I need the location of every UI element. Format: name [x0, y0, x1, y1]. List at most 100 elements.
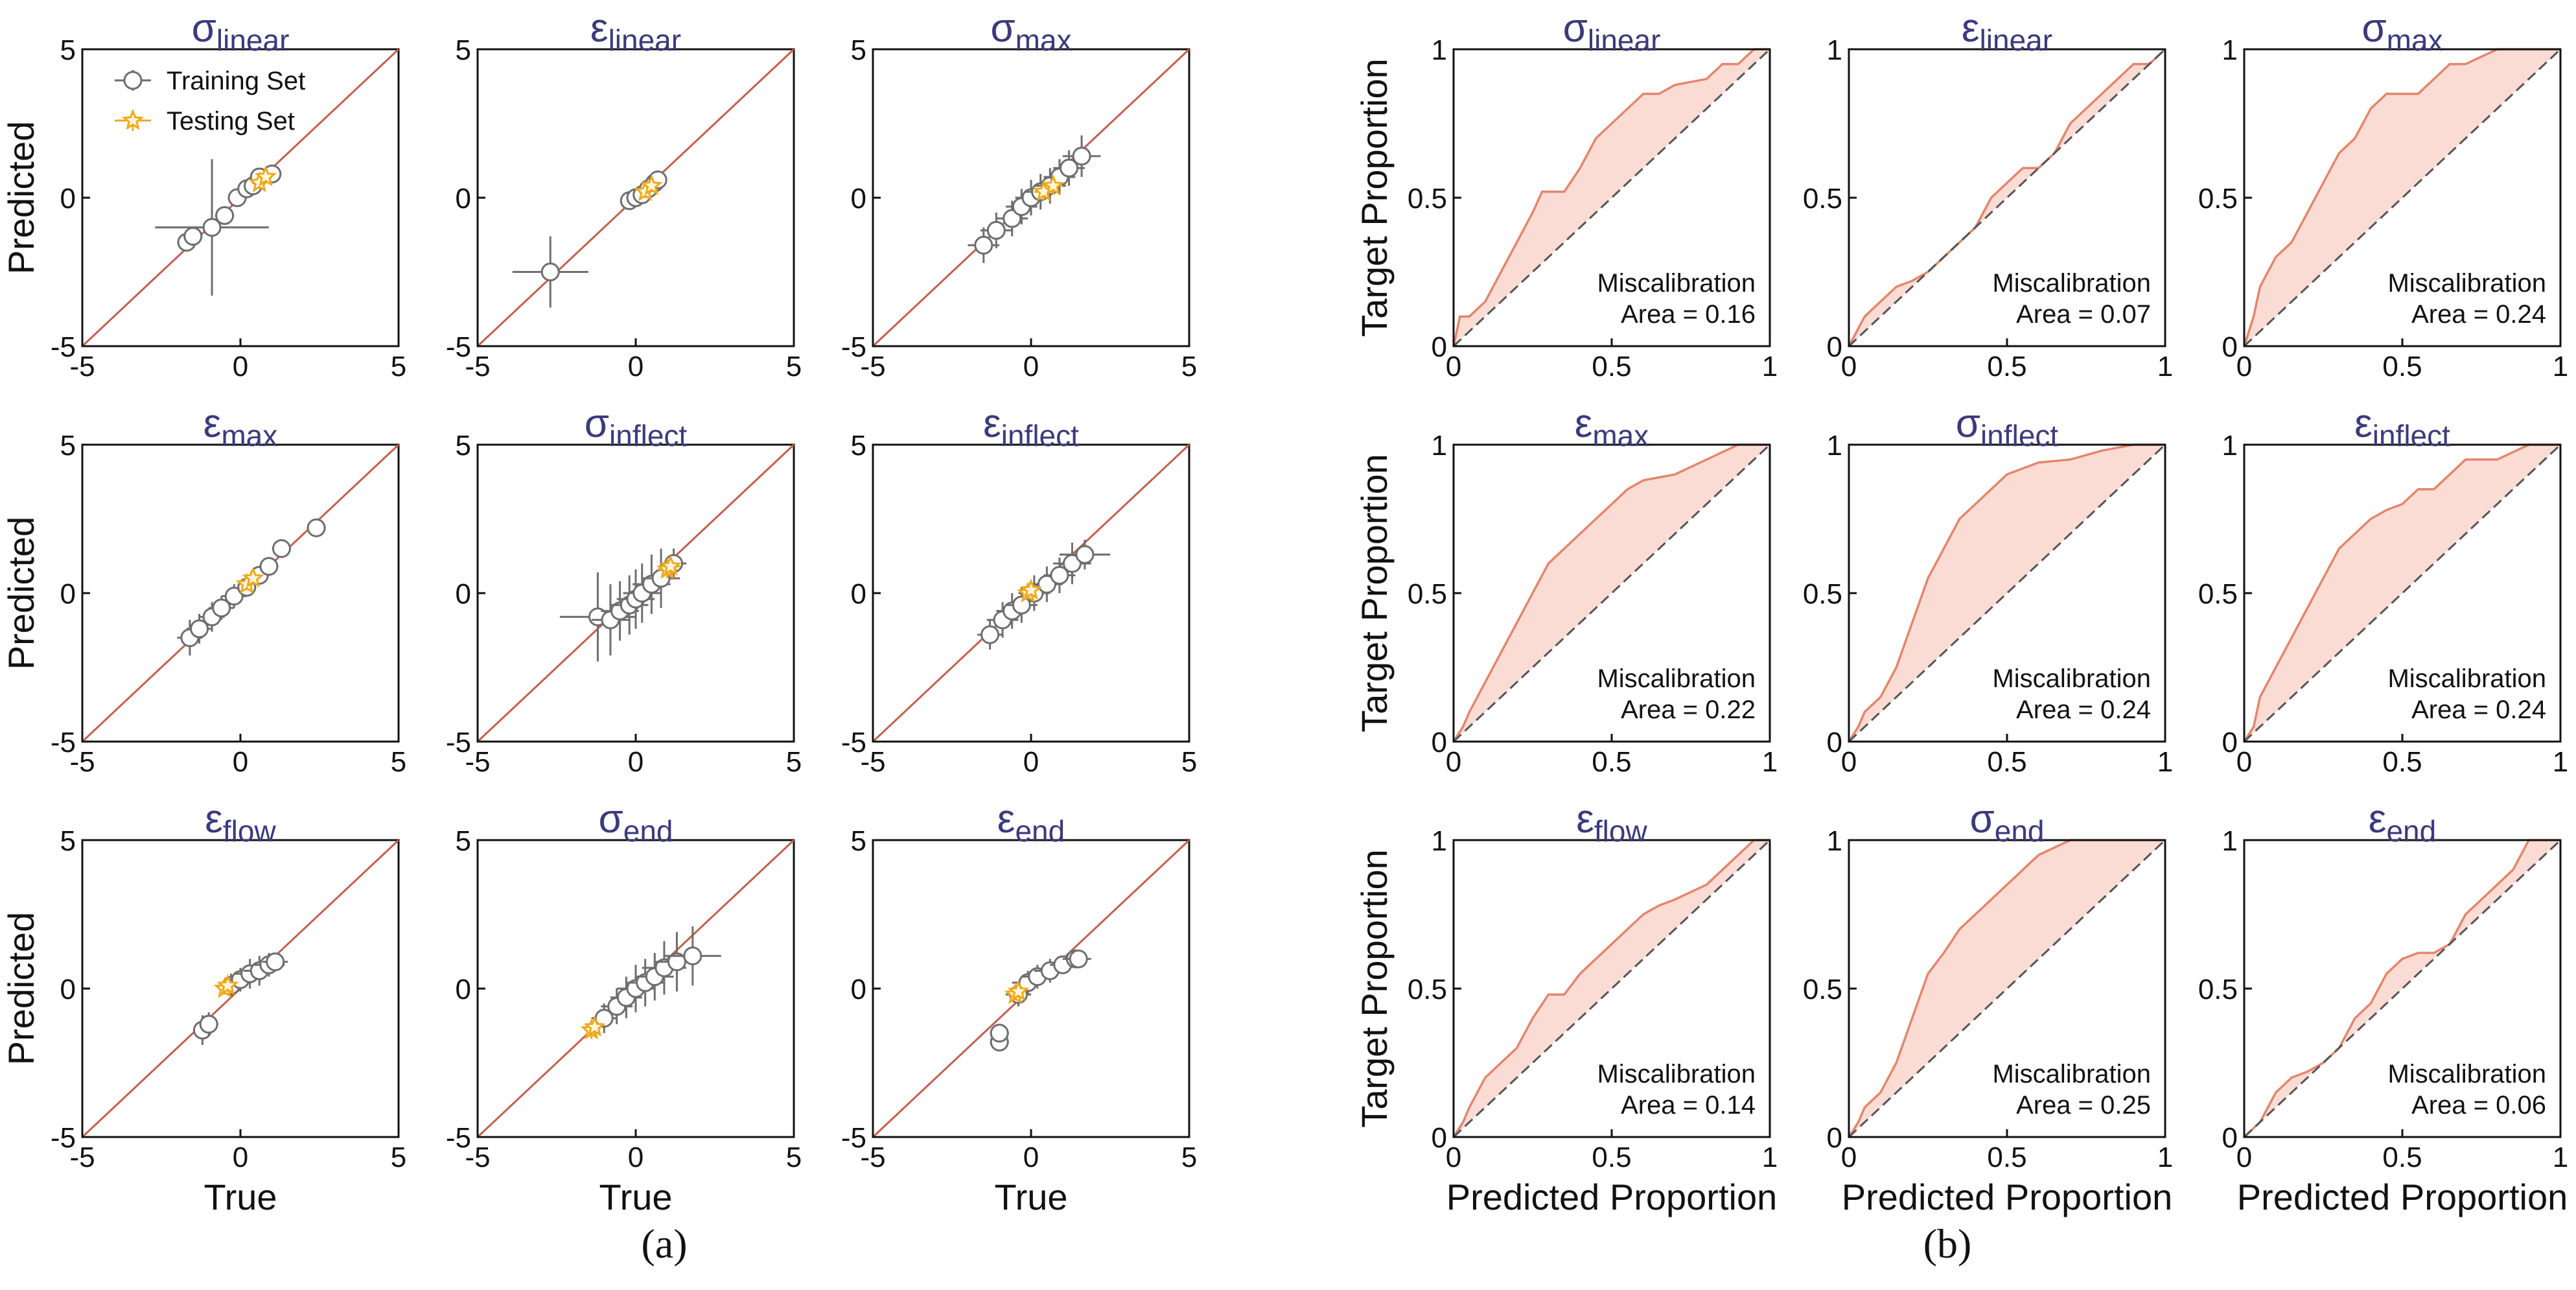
- y-tick-label: 0: [1432, 1122, 1447, 1154]
- x-tick-label: 1: [1762, 1142, 1778, 1173]
- x-tick-label: 0: [1023, 1142, 1039, 1173]
- miscalibration-label: Miscalibration: [1992, 1060, 2151, 1088]
- y-tick-label: 0: [456, 974, 471, 1005]
- x-tick-label: 0: [2236, 1142, 2252, 1173]
- y-tick-label: 5: [456, 34, 471, 66]
- x-tick-label: 0: [628, 351, 644, 382]
- subplot-title: σinflect: [1956, 401, 2059, 452]
- legend-test-marker: [121, 109, 145, 130]
- y-tick-label: 0: [1827, 1122, 1842, 1154]
- miscalibration-area: [1849, 840, 2165, 1137]
- x-tick-label: -5: [860, 746, 885, 778]
- y-tick-label: 1: [1827, 34, 1842, 66]
- x-tick-label: 0.5: [2382, 351, 2422, 382]
- x-tick-label: 5: [391, 351, 406, 382]
- x-tick-label: 0.5: [1592, 351, 1631, 382]
- x-tick-label: 1: [1762, 746, 1778, 778]
- calibration-curve: [1452, 443, 1770, 742]
- y-tick-label: 5: [456, 430, 471, 462]
- testing-marker: [255, 165, 277, 187]
- x-tick-label: 0: [1446, 746, 1461, 778]
- y-tick-label: -5: [841, 331, 866, 363]
- x-tick-label: 0: [1841, 351, 1857, 382]
- training-point: [272, 539, 292, 558]
- training-point: [183, 227, 203, 246]
- y-tick-label: 0: [1827, 331, 1842, 363]
- x-tick-label: 0.5: [2382, 1142, 2422, 1173]
- ideal-diagonal: [1848, 839, 2166, 1138]
- ideal-diagonal: [1452, 48, 1771, 347]
- y-tick-label: 0.5: [2198, 974, 2238, 1005]
- training-point: [1062, 135, 1101, 177]
- panel-label-a: (a): [641, 1221, 687, 1267]
- x-tick-label: 0.5: [1987, 351, 2026, 382]
- y-tick-label: 0.5: [1408, 183, 1447, 215]
- y-tick-label: -5: [841, 1122, 866, 1154]
- y-tick-label: 1: [2222, 430, 2238, 462]
- testing-marker: [1020, 578, 1042, 600]
- x-tick-label: 5: [786, 746, 802, 778]
- subplot-title: σmax: [990, 6, 1071, 57]
- miscalibration-label: Miscalibration: [2387, 664, 2546, 693]
- calibration-curve: [1848, 48, 2166, 347]
- miscalibration-label: Miscalibration: [1597, 269, 1756, 298]
- training-marker: [990, 1024, 1009, 1043]
- training-marker: [1012, 595, 1031, 615]
- subplot-title: εmax: [1575, 401, 1649, 452]
- y-tick-label: 0: [456, 183, 471, 215]
- x-tick-label: 5: [1181, 1142, 1197, 1173]
- miscalibration-label: Miscalibration: [2387, 1060, 2546, 1088]
- x-tick-label: -5: [465, 746, 490, 778]
- parity-subplot-8: -5-5 0 0 5 5 True: [446, 825, 802, 1217]
- ideal-diagonal: [2243, 839, 2562, 1138]
- miscalibration-area: [2244, 445, 2560, 742]
- y-tick-label: -5: [51, 727, 76, 758]
- training-point: [1065, 949, 1091, 968]
- y-tick-label: 0.5: [2198, 183, 2238, 215]
- training-marker: [974, 235, 993, 255]
- x-tick-label: 0: [2236, 746, 2252, 778]
- training-point: [199, 1012, 218, 1037]
- y-tick-label: 5: [60, 430, 76, 462]
- legend: Training Set Testing Set: [115, 67, 305, 135]
- calibration-curve: [1848, 443, 2165, 742]
- y-tick-label: 0.5: [1803, 578, 1842, 610]
- miscalibration-area: [1849, 445, 2165, 742]
- y-axis-label: Target Proportion: [1354, 58, 1395, 337]
- calibration-subplot-6: 00 0.5 0.5 1 1 Miscalibration Area = 0.24: [2198, 430, 2568, 778]
- x-axis-label: Predicted Proportion: [1842, 1177, 2173, 1217]
- testing-marker: [216, 974, 239, 995]
- miscalibration-area-value: Area = 0.16: [1621, 300, 1756, 329]
- y-tick-label: 0.5: [1803, 183, 1842, 215]
- subplot-title: εflow: [205, 797, 276, 848]
- training-point: [187, 614, 213, 644]
- panel-label-b: (b): [1923, 1221, 1972, 1267]
- training-point: [664, 926, 721, 986]
- training-point: [1059, 539, 1110, 570]
- x-tick-label: 0: [2236, 351, 2252, 382]
- x-axis-label: True: [994, 1177, 1067, 1217]
- training-marker: [1060, 158, 1079, 178]
- testing-point: [659, 554, 682, 576]
- y-tick-label: 0: [851, 974, 866, 1005]
- y-tick-label: 1: [2222, 825, 2238, 857]
- training-point: [243, 956, 275, 986]
- calibration-curve: [2243, 839, 2560, 1138]
- y-tick-label: 1: [2222, 34, 2238, 66]
- y-tick-label: 0: [851, 183, 866, 215]
- y-tick-label: 0.5: [1408, 578, 1447, 610]
- miscalibration-label: Miscalibration: [1597, 1060, 1756, 1088]
- calibration-curve: [1452, 839, 1770, 1138]
- subplot-title: εinflect: [983, 401, 1079, 452]
- testing-point: [1007, 979, 1030, 1002]
- y-tick-label: 0: [1432, 331, 1447, 363]
- subplot-title: εinflect: [2354, 401, 2450, 452]
- x-tick-label: 0.5: [2382, 746, 2422, 778]
- x-tick-label: 0.5: [1592, 1142, 1631, 1173]
- x-tick-label: 1: [2553, 1142, 2568, 1173]
- x-tick-label: 0.5: [1987, 1142, 2026, 1173]
- y-tick-label: 0.5: [1803, 974, 1842, 1005]
